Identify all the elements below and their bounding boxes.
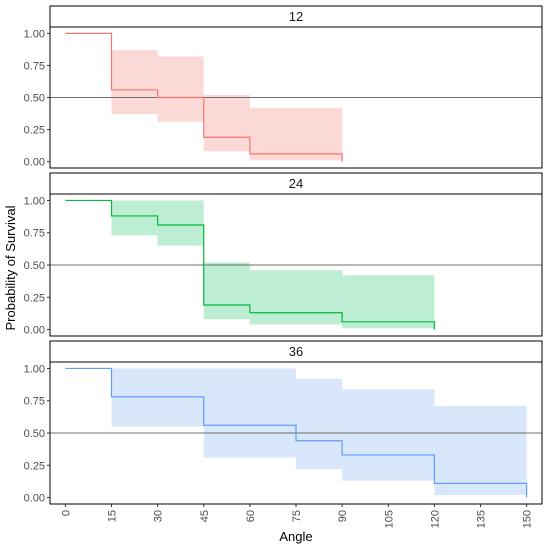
y-tick-label: 0.25 bbox=[24, 460, 45, 472]
x-tick-label: 30 bbox=[153, 510, 165, 522]
x-axis-title: Angle bbox=[279, 529, 312, 544]
y-tick-label: 1.00 bbox=[24, 363, 45, 375]
y-tick-label: 0.50 bbox=[24, 93, 45, 105]
x-tick-label: 45 bbox=[199, 510, 211, 522]
ci-band bbox=[111, 200, 158, 236]
ci-band bbox=[111, 368, 204, 427]
panel-24: 24 0.00 0.25 0.50 0.75 1.00 bbox=[24, 172, 543, 337]
y-axis-title: Probability of Survival bbox=[3, 205, 18, 330]
ci-band bbox=[342, 389, 435, 481]
x-tick-label: 90 bbox=[337, 510, 349, 522]
survival-curve bbox=[65, 367, 528, 498]
ci-band bbox=[342, 275, 435, 329]
y-tick-label: 0.25 bbox=[24, 292, 45, 304]
x-tick-label: 150 bbox=[522, 510, 534, 528]
x-tick-label: 135 bbox=[476, 510, 488, 528]
strip-label: 24 bbox=[289, 176, 303, 191]
y-tick-label: 0.00 bbox=[24, 157, 45, 169]
x-tick-label: 120 bbox=[429, 510, 441, 528]
y-tick-label: 0.00 bbox=[24, 493, 45, 505]
ci-band bbox=[157, 200, 204, 246]
ci-band bbox=[296, 378, 343, 470]
y-tick-label: 0.75 bbox=[24, 228, 45, 240]
x-tick-label: 60 bbox=[245, 510, 257, 522]
ci-band bbox=[203, 368, 296, 458]
ci-band bbox=[249, 107, 343, 161]
x-tick-label: 75 bbox=[291, 510, 303, 522]
x-tick-label: 15 bbox=[107, 510, 119, 522]
survival-curve bbox=[65, 199, 435, 330]
x-tick-label: 0 bbox=[60, 510, 72, 516]
panel-36: 36 0.00 0.25 0.50 0.75 1.00 bbox=[24, 340, 543, 505]
ci-band bbox=[434, 405, 527, 495]
y-tick-label: 0.50 bbox=[24, 428, 45, 440]
y-tick-label: 1.00 bbox=[24, 195, 45, 207]
y-tick-label: 0.00 bbox=[24, 325, 45, 337]
ci-band bbox=[203, 94, 250, 152]
chart-panels: 12 0.00 0.25 0.50 0.75 1.00 24 0.00 0.25 0.50 0.75… bbox=[24, 5, 543, 505]
strip-label: 12 bbox=[289, 9, 303, 24]
ci-band bbox=[111, 50, 158, 115]
y-tick-label: 0.75 bbox=[24, 60, 45, 72]
panel-12: 12 0.00 0.25 0.50 0.75 1.00 bbox=[24, 5, 543, 169]
strip-label: 36 bbox=[289, 344, 303, 359]
y-tick-label: 0.50 bbox=[24, 260, 45, 272]
survival-curve bbox=[65, 32, 343, 162]
y-tick-label: 0.25 bbox=[24, 125, 45, 137]
y-tick-label: 1.00 bbox=[24, 28, 45, 40]
y-tick-label: 0.75 bbox=[24, 396, 45, 408]
ci-band bbox=[157, 56, 204, 122]
ci-band bbox=[203, 262, 250, 320]
x-tick-label: 105 bbox=[383, 510, 395, 528]
x-axis: 0 15 30 45 60 75 90 105 120 135 150 bbox=[60, 504, 534, 528]
ci-band bbox=[249, 270, 343, 325]
